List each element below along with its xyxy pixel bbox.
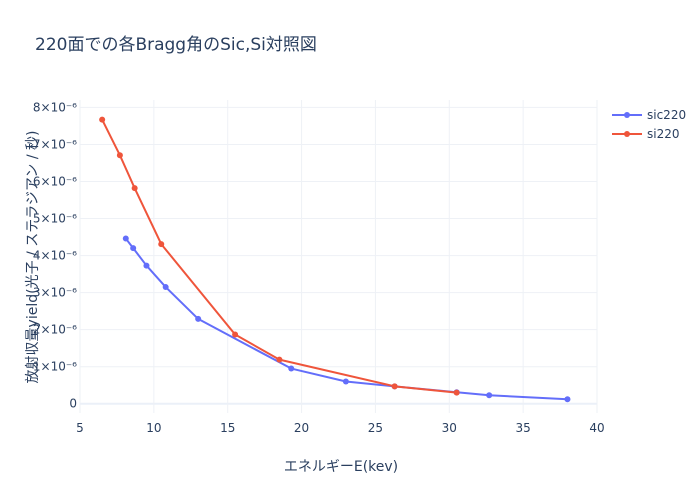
x-axis-title: エネルギーE(kev) xyxy=(284,459,398,475)
x-tick-label: 25 xyxy=(368,421,383,435)
data-point-si220 xyxy=(232,331,239,338)
data-point-sic220 xyxy=(342,378,349,385)
data-point-sic220 xyxy=(195,315,202,322)
data-point-sic220 xyxy=(564,396,571,403)
data-point-si220 xyxy=(391,383,398,390)
legend: sic220 si220 xyxy=(612,108,686,141)
legend-label: sic220 xyxy=(647,108,686,122)
y-axis-ticks: 0 1×10⁻⁶ 2×10⁻⁶ 3×10⁻⁶ 4×10⁻⁶ 5×10⁻⁶ 6×10⁻⁶ 7×1… xyxy=(33,100,77,410)
x-tick-label: 15 xyxy=(220,421,235,435)
y-tick-label: 0 xyxy=(69,397,77,411)
series-si220 xyxy=(99,116,460,396)
y-tick-label: 5×10⁻⁶ xyxy=(33,212,77,226)
legend-item-si220[interactable]: si220 xyxy=(612,127,680,141)
data-point-sic220 xyxy=(143,262,150,269)
data-point-si220 xyxy=(116,152,123,159)
y-tick-label: 8×10⁻⁶ xyxy=(33,100,77,114)
data-point-sic220 xyxy=(122,235,129,242)
x-tick-label: 40 xyxy=(589,421,604,435)
data-point-si220 xyxy=(99,116,106,123)
x-tick-label: 10 xyxy=(146,421,161,435)
y-tick-label: 2×10⁻⁶ xyxy=(33,323,77,337)
legend-swatch-marker xyxy=(624,131,630,137)
series-line-si220 xyxy=(101,119,457,394)
x-tick-label: 35 xyxy=(516,421,531,435)
y-tick-label: 4×10⁻⁶ xyxy=(33,249,77,263)
data-point-sic220 xyxy=(162,284,169,291)
x-tick-label: 20 xyxy=(294,421,309,435)
data-point-sic220 xyxy=(486,392,493,399)
x-tick-label: 30 xyxy=(442,421,457,435)
data-point-sic220 xyxy=(288,365,295,372)
series-sic220 xyxy=(122,235,571,403)
y-axis-title: 放射収量yield(光子 / ステラジアン / 秒) xyxy=(25,131,41,384)
series-layer xyxy=(99,116,571,403)
y-tick-label: 6×10⁻⁶ xyxy=(33,174,77,188)
y-tick-label: 1×10⁻⁶ xyxy=(33,360,77,374)
legend-swatch-marker xyxy=(624,112,630,118)
x-tick-label: 5 xyxy=(76,421,84,435)
y-tick-label: 7×10⁻⁶ xyxy=(33,137,77,151)
data-point-sic220 xyxy=(130,245,137,252)
data-point-si220 xyxy=(131,185,138,192)
x-axis-ticks: 5 10 15 20 25 30 35 40 xyxy=(76,421,604,435)
data-point-si220 xyxy=(158,241,165,248)
legend-label: si220 xyxy=(647,127,680,141)
gridlines xyxy=(79,100,598,413)
data-point-si220 xyxy=(453,389,460,396)
legend-item-sic220[interactable]: sic220 xyxy=(612,108,686,122)
y-tick-label: 3×10⁻⁶ xyxy=(33,286,77,300)
data-point-si220 xyxy=(276,356,283,363)
chart-title: 220面での各Bragg角のSic,Si対照図 xyxy=(35,35,317,55)
